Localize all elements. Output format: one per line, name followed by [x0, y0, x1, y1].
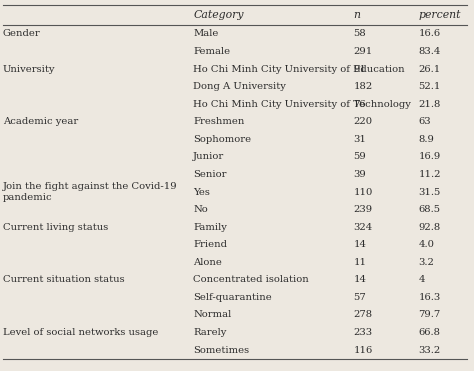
Text: 33.2: 33.2 [419, 346, 441, 355]
Text: 58: 58 [354, 29, 366, 38]
Text: 92.8: 92.8 [419, 223, 441, 232]
Text: Ho Chi Minh City University of Technology: Ho Chi Minh City University of Technolog… [193, 100, 411, 109]
Text: 116: 116 [354, 346, 373, 355]
Text: Level of social networks usage: Level of social networks usage [3, 328, 158, 337]
Text: 21.8: 21.8 [419, 100, 441, 109]
Text: Senior: Senior [193, 170, 227, 179]
Text: 182: 182 [354, 82, 373, 91]
Text: Freshmen: Freshmen [193, 117, 245, 126]
Text: 57: 57 [354, 293, 366, 302]
Text: 239: 239 [354, 205, 373, 214]
Text: 16.3: 16.3 [419, 293, 441, 302]
Text: 39: 39 [354, 170, 366, 179]
Text: 16.6: 16.6 [419, 29, 441, 38]
Text: 110: 110 [354, 187, 373, 197]
Text: Junior: Junior [193, 152, 225, 161]
Text: 59: 59 [354, 152, 366, 161]
Text: Sometimes: Sometimes [193, 346, 249, 355]
Text: Ho Chi Minh City University of Education: Ho Chi Minh City University of Education [193, 65, 405, 73]
Text: 76: 76 [354, 100, 366, 109]
Text: 68.5: 68.5 [419, 205, 441, 214]
Text: 83.4: 83.4 [419, 47, 441, 56]
Text: University: University [3, 65, 55, 73]
Text: Self-quarantine: Self-quarantine [193, 293, 272, 302]
Text: 79.7: 79.7 [419, 311, 441, 319]
Text: 52.1: 52.1 [419, 82, 441, 91]
Text: 26.1: 26.1 [419, 65, 441, 73]
Text: Family: Family [193, 223, 227, 232]
Text: 31: 31 [354, 135, 366, 144]
Text: percent: percent [419, 10, 461, 20]
Text: Female: Female [193, 47, 230, 56]
Text: 8.9: 8.9 [419, 135, 434, 144]
Text: 16.9: 16.9 [419, 152, 441, 161]
Text: 63: 63 [419, 117, 431, 126]
Text: 31.5: 31.5 [419, 187, 441, 197]
Text: Gender: Gender [3, 29, 41, 38]
Text: 91: 91 [354, 65, 366, 73]
Text: Category: Category [193, 10, 244, 20]
Text: Join the fight against the Covid-19
pandemic: Join the fight against the Covid-19 pand… [3, 182, 177, 202]
Text: Academic year: Academic year [3, 117, 78, 126]
Text: Friend: Friend [193, 240, 227, 249]
Text: 66.8: 66.8 [419, 328, 440, 337]
Text: No: No [193, 205, 208, 214]
Text: 233: 233 [354, 328, 373, 337]
Text: Rarely: Rarely [193, 328, 227, 337]
Text: 324: 324 [354, 223, 373, 232]
Text: Dong A University: Dong A University [193, 82, 286, 91]
Text: 14: 14 [354, 240, 366, 249]
Text: 14: 14 [354, 275, 366, 284]
Text: 4: 4 [419, 275, 425, 284]
Text: n: n [354, 10, 361, 20]
Text: 220: 220 [354, 117, 373, 126]
Text: Alone: Alone [193, 258, 222, 267]
Text: 3.2: 3.2 [419, 258, 434, 267]
Text: Sophomore: Sophomore [193, 135, 251, 144]
Text: Current situation status: Current situation status [3, 275, 124, 284]
Text: 11: 11 [354, 258, 366, 267]
Text: Yes: Yes [193, 187, 210, 197]
Text: Concentrated isolation: Concentrated isolation [193, 275, 309, 284]
Text: 11.2: 11.2 [419, 170, 441, 179]
Text: 278: 278 [354, 311, 373, 319]
Text: Normal: Normal [193, 311, 231, 319]
Text: 291: 291 [354, 47, 373, 56]
Text: Male: Male [193, 29, 219, 38]
Text: 4.0: 4.0 [419, 240, 435, 249]
Text: Current living status: Current living status [3, 223, 108, 232]
